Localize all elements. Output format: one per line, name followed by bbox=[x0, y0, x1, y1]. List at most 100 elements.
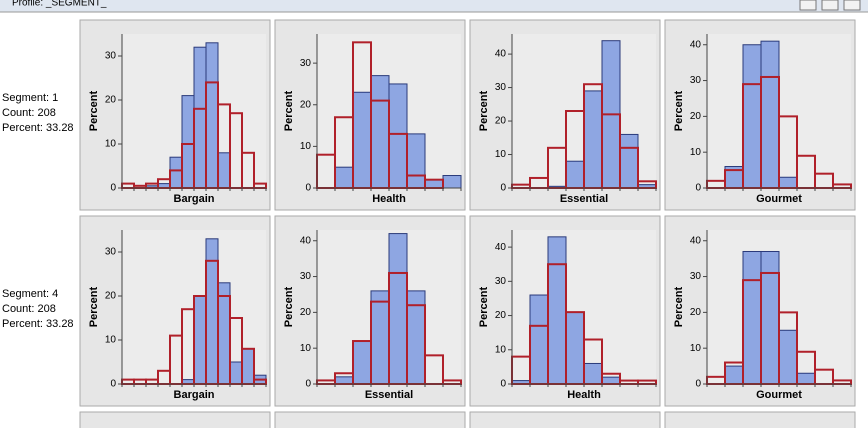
x-axis-label: Essential bbox=[560, 193, 608, 205]
y-tick-label: 0 bbox=[695, 379, 701, 390]
x-axis-label: Bargain bbox=[174, 389, 215, 401]
panel-partial bbox=[664, 411, 856, 428]
title-bar bbox=[0, 0, 868, 12]
y-tick-label: 30 bbox=[690, 75, 702, 86]
y-axis-label: Percent bbox=[673, 90, 685, 131]
segment-bar bbox=[217, 152, 231, 189]
segment-bar bbox=[619, 133, 639, 189]
y-tick-label: 40 bbox=[690, 39, 702, 50]
segment-bar bbox=[217, 282, 231, 385]
y-tick-label: 30 bbox=[300, 271, 312, 282]
segment-bar bbox=[601, 376, 621, 385]
segment-bar bbox=[241, 348, 255, 385]
y-tick-label: 20 bbox=[690, 111, 702, 122]
y-tick-label: 0 bbox=[305, 183, 311, 194]
window-title: Profile: _SEGMENT_ bbox=[12, 0, 107, 9]
y-tick-label: 10 bbox=[105, 335, 117, 346]
y-tick-label: 10 bbox=[300, 141, 312, 152]
y-axis-label: Percent bbox=[478, 286, 490, 327]
x-axis-label: Essential bbox=[365, 389, 413, 401]
segment-bar bbox=[388, 233, 408, 385]
y-tick-label: 10 bbox=[495, 149, 507, 160]
close-button[interactable] bbox=[843, 0, 861, 11]
y-tick-label: 40 bbox=[300, 235, 312, 246]
panel-partial bbox=[274, 411, 466, 428]
segment-bar bbox=[742, 250, 762, 385]
y-tick-label: 0 bbox=[110, 183, 116, 194]
y-tick-label: 40 bbox=[495, 242, 507, 253]
segment-bar bbox=[442, 175, 462, 189]
segment-bar bbox=[742, 44, 762, 189]
segment-bar bbox=[352, 91, 372, 189]
segment-bar bbox=[760, 250, 780, 385]
y-tick-label: 30 bbox=[495, 82, 507, 93]
y-tick-label: 20 bbox=[690, 307, 702, 318]
segment-info: Percent: 33.28 bbox=[2, 318, 74, 330]
segment-info: Count: 208 bbox=[2, 303, 56, 315]
y-tick-label: 10 bbox=[300, 343, 312, 354]
y-axis-label: Percent bbox=[283, 90, 295, 131]
segment-bar bbox=[193, 46, 207, 189]
segment-info: Percent: 33.28 bbox=[2, 122, 74, 134]
segment-bar bbox=[583, 362, 603, 385]
x-axis-label: Bargain bbox=[174, 193, 215, 205]
segment-bar bbox=[778, 329, 798, 385]
y-tick-label: 20 bbox=[105, 291, 117, 302]
segment-bar bbox=[334, 376, 354, 385]
segment-info: Segment: 1 bbox=[2, 92, 58, 104]
panel-partial bbox=[79, 411, 271, 428]
y-tick-label: 40 bbox=[495, 49, 507, 60]
y-tick-label: 10 bbox=[105, 139, 117, 150]
y-tick-label: 20 bbox=[495, 310, 507, 321]
segment-bar bbox=[229, 361, 243, 385]
segment-bar bbox=[547, 236, 567, 385]
y-tick-label: 10 bbox=[690, 147, 702, 158]
y-axis-label: Percent bbox=[88, 286, 100, 327]
y-tick-label: 40 bbox=[690, 235, 702, 246]
segment-bar bbox=[352, 340, 372, 385]
maximize-button[interactable] bbox=[821, 0, 839, 11]
minimize-button[interactable] bbox=[799, 0, 817, 11]
segment-bar bbox=[796, 372, 816, 385]
y-tick-label: 20 bbox=[495, 116, 507, 127]
y-tick-label: 0 bbox=[305, 379, 311, 390]
y-tick-label: 0 bbox=[500, 379, 506, 390]
y-tick-label: 30 bbox=[105, 247, 117, 258]
segment-bar bbox=[169, 156, 183, 189]
segment-bar bbox=[724, 365, 744, 385]
y-tick-label: 20 bbox=[300, 99, 312, 110]
panel-partial bbox=[469, 411, 661, 428]
y-tick-label: 20 bbox=[300, 307, 312, 318]
segment-bar bbox=[406, 133, 426, 189]
x-axis-label: Health bbox=[372, 193, 406, 205]
segment-bar bbox=[334, 166, 354, 189]
segment-bar bbox=[583, 90, 603, 189]
x-axis-label: Health bbox=[567, 389, 601, 401]
y-tick-label: 10 bbox=[690, 343, 702, 354]
segment-bar bbox=[388, 83, 408, 189]
segment-bar bbox=[193, 295, 207, 385]
segment-bar bbox=[205, 42, 219, 189]
y-tick-label: 0 bbox=[110, 379, 116, 390]
segment-bar bbox=[778, 176, 798, 189]
segment-bar bbox=[760, 40, 780, 189]
y-tick-label: 30 bbox=[300, 58, 312, 69]
y-tick-label: 20 bbox=[105, 95, 117, 106]
y-tick-label: 0 bbox=[500, 183, 506, 194]
y-tick-label: 0 bbox=[695, 183, 701, 194]
y-axis-label: Percent bbox=[478, 90, 490, 131]
segment-bar bbox=[370, 290, 390, 385]
segment-bar bbox=[424, 179, 444, 189]
y-tick-label: 10 bbox=[495, 344, 507, 355]
x-axis-label: Gourmet bbox=[756, 193, 802, 205]
y-tick-label: 30 bbox=[495, 276, 507, 287]
segment-bar bbox=[565, 160, 585, 189]
y-axis-label: Percent bbox=[283, 286, 295, 327]
y-axis-label: Percent bbox=[88, 90, 100, 131]
y-axis-label: Percent bbox=[673, 286, 685, 327]
y-tick-label: 30 bbox=[105, 51, 117, 62]
segment-bar bbox=[370, 75, 390, 189]
segment-bar bbox=[529, 294, 549, 385]
segment-info: Count: 208 bbox=[2, 107, 56, 119]
segment-bar bbox=[181, 95, 195, 189]
